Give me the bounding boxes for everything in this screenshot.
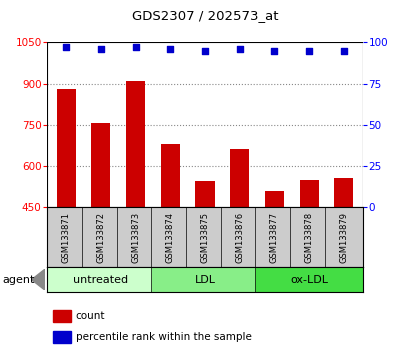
- Bar: [53, 310, 71, 322]
- Bar: [126, 81, 145, 207]
- Text: percentile rank within the sample: percentile rank within the sample: [75, 332, 251, 342]
- Point: [166, 46, 173, 52]
- Bar: [229, 149, 249, 207]
- Bar: [333, 178, 353, 207]
- Text: GSM133872: GSM133872: [96, 212, 105, 263]
- Bar: [195, 181, 214, 207]
- Text: GSM133876: GSM133876: [235, 212, 244, 263]
- Bar: [53, 331, 71, 343]
- Polygon shape: [31, 269, 45, 290]
- Bar: [160, 144, 180, 207]
- Text: GSM133875: GSM133875: [200, 212, 209, 263]
- Text: agent: agent: [2, 275, 34, 285]
- Text: GSM133871: GSM133871: [62, 212, 71, 263]
- Bar: [56, 89, 76, 207]
- Point: [270, 48, 277, 53]
- Text: ox-LDL: ox-LDL: [290, 275, 327, 285]
- Text: GSM133878: GSM133878: [304, 212, 313, 263]
- Text: GSM133874: GSM133874: [165, 212, 174, 263]
- Point: [339, 48, 346, 53]
- Point: [201, 48, 208, 53]
- Point: [305, 48, 312, 53]
- Text: GSM133873: GSM133873: [131, 212, 140, 263]
- Text: GDS2307 / 202573_at: GDS2307 / 202573_at: [131, 9, 278, 22]
- Text: LDL: LDL: [194, 275, 215, 285]
- Text: GSM133877: GSM133877: [269, 212, 278, 263]
- Point: [236, 46, 243, 52]
- Point: [97, 46, 104, 52]
- Bar: [47, 267, 154, 292]
- Bar: [255, 267, 362, 292]
- Bar: [264, 190, 283, 207]
- Text: GSM133879: GSM133879: [338, 212, 347, 263]
- Text: untreated: untreated: [73, 275, 128, 285]
- Text: count: count: [75, 311, 105, 321]
- Point: [63, 45, 70, 50]
- Bar: [91, 124, 110, 207]
- Bar: [151, 267, 258, 292]
- Point: [132, 45, 139, 50]
- Bar: [299, 179, 318, 207]
